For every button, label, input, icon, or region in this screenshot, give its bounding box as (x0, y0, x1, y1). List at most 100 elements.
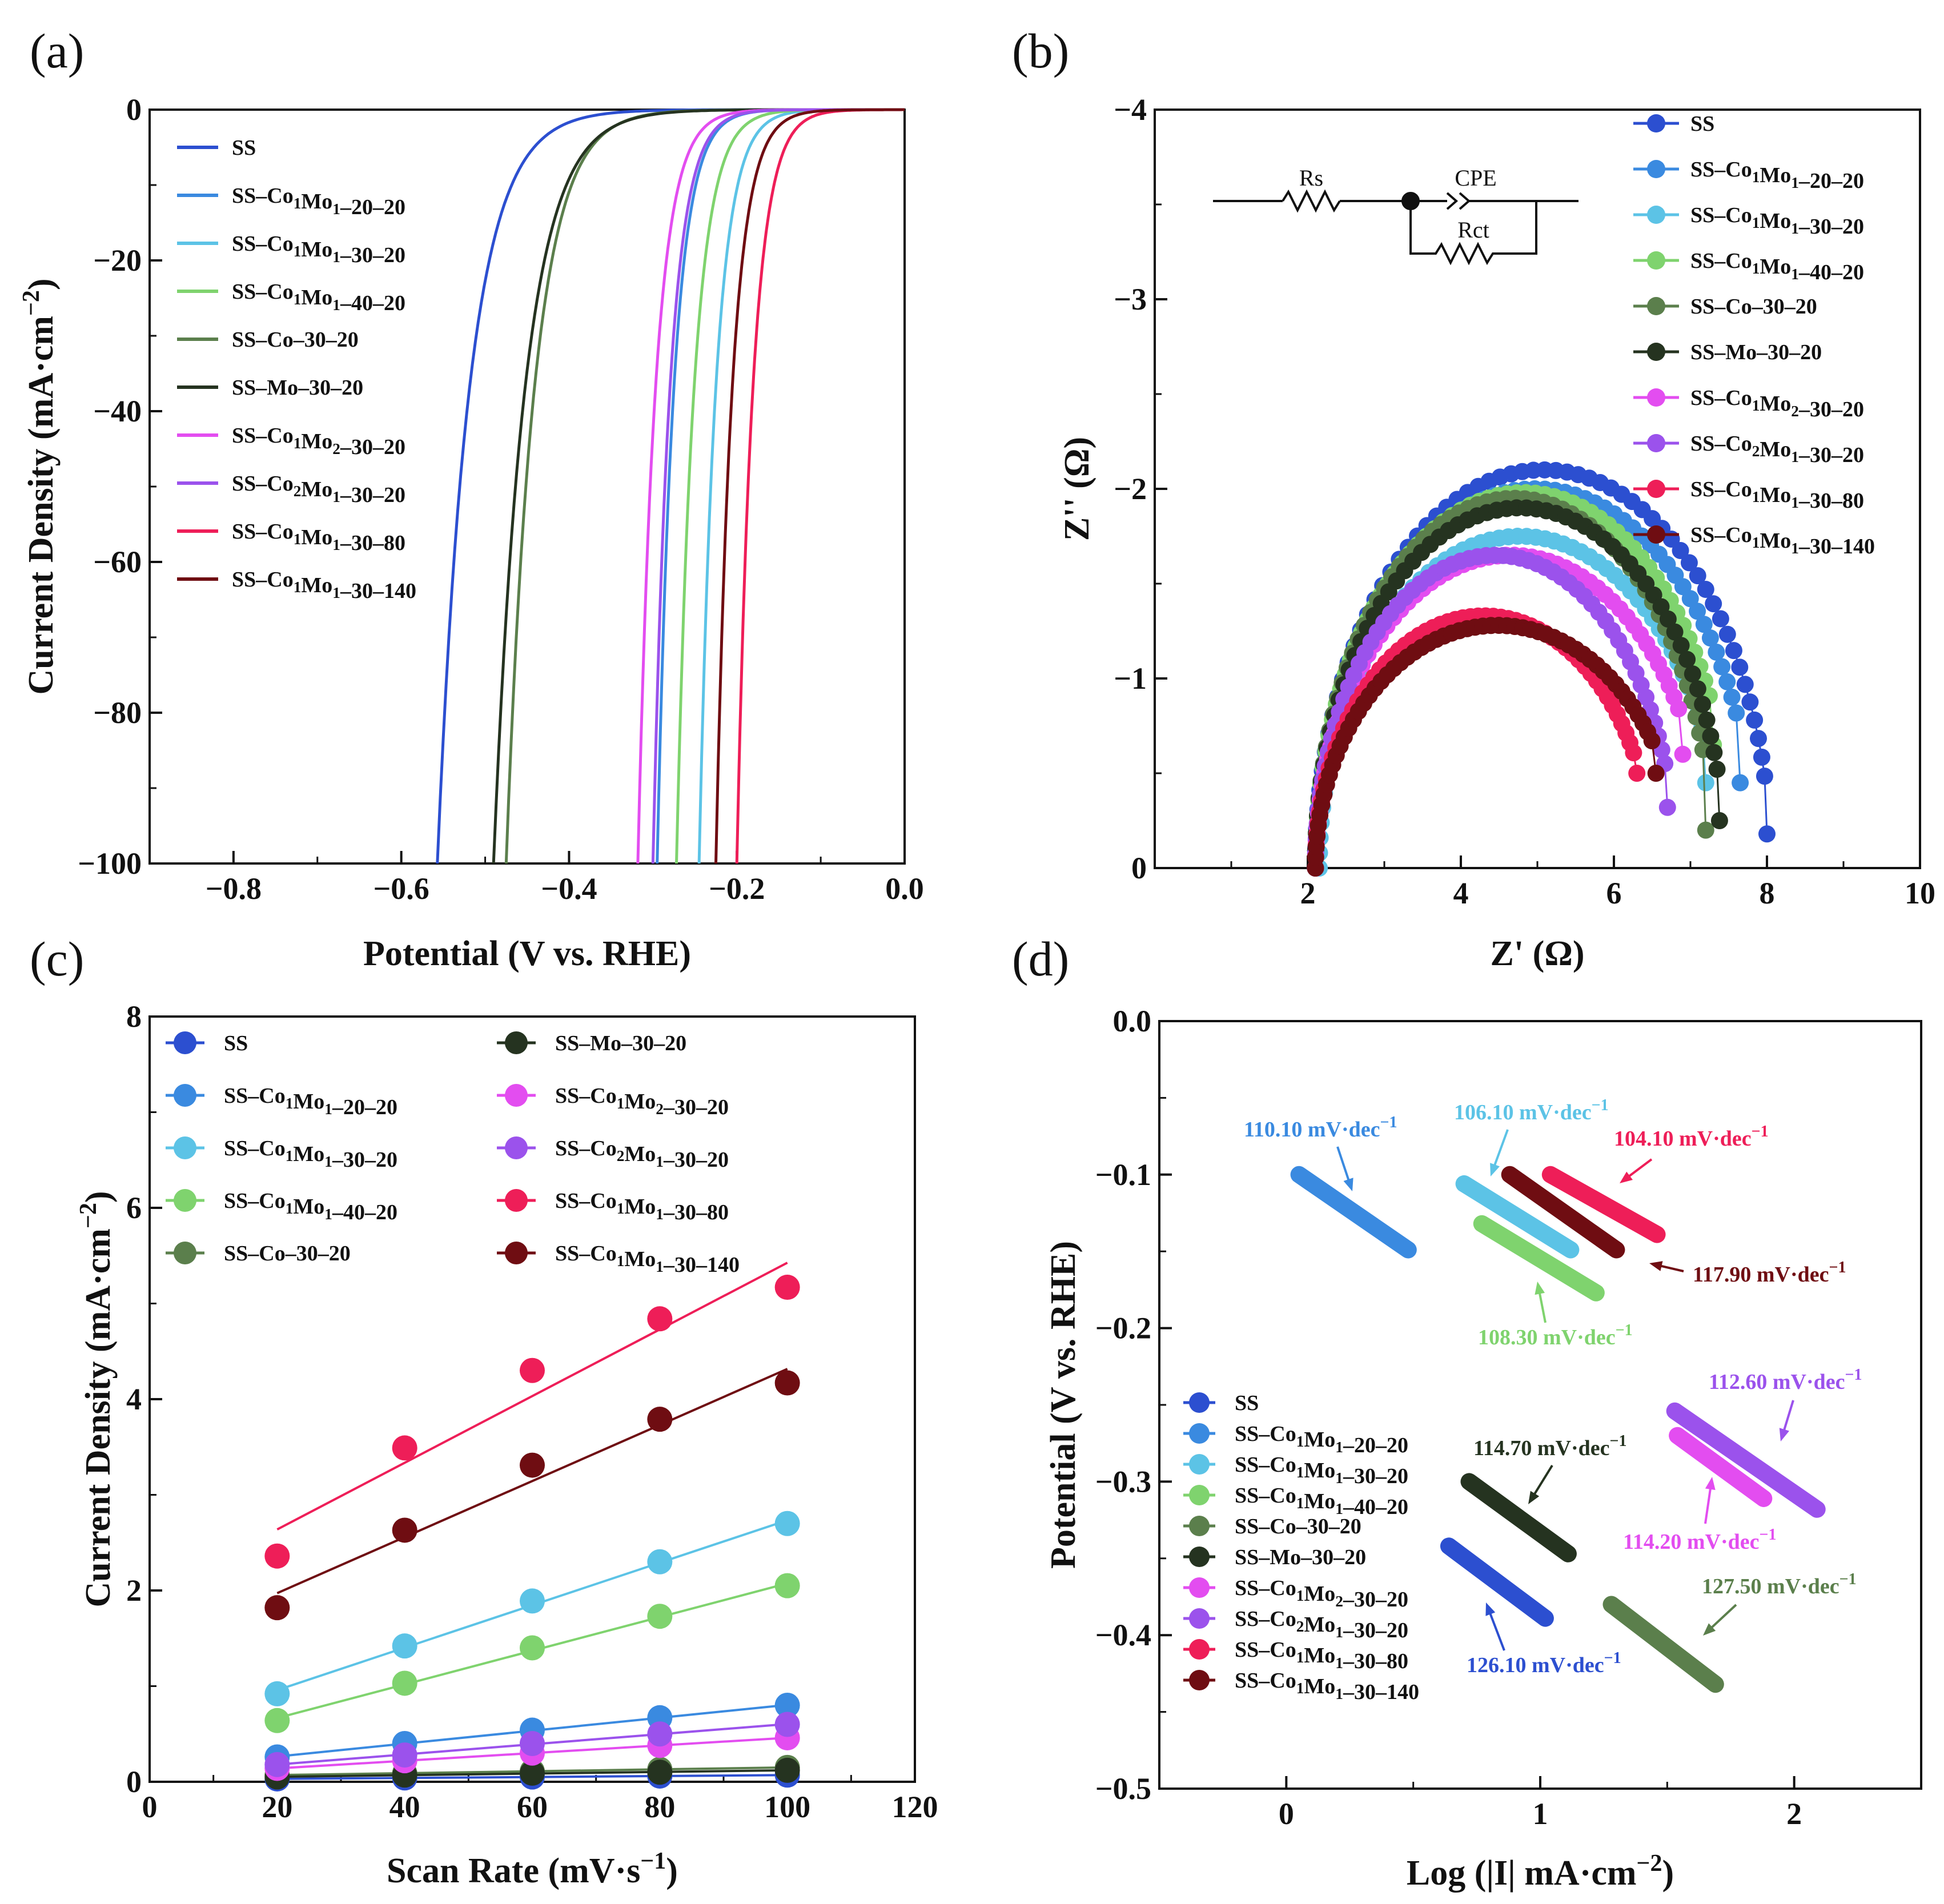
y-tick-label: −4 (1114, 93, 1147, 127)
x-tick-label: 100 (764, 1790, 810, 1824)
x-tick-label: 20 (262, 1790, 292, 1824)
cdl-point (647, 1604, 673, 1629)
y-tick-label: −60 (93, 545, 142, 579)
cdl-point (520, 1731, 545, 1756)
x-tick-label: 2 (1786, 1797, 1802, 1831)
y-tick-label: −20 (93, 243, 142, 278)
cdl-point (647, 1306, 673, 1332)
tafel-segment (1440, 1537, 1554, 1627)
x-axis-label: Potential (V vs. RHE) (363, 934, 691, 973)
legend-label-ss: SS (232, 136, 256, 160)
nyquist-point (1681, 590, 1699, 608)
cdl-point (520, 1588, 545, 1614)
annotation-arrow-head (1703, 1623, 1716, 1636)
legend-marker-ss-co1mo1-30-80 (1647, 480, 1665, 498)
plot-frame (148, 1015, 916, 1783)
tafel-series-ss-co1mo1-40-20 (1473, 1215, 1605, 1302)
y-axis-label: Current Density (mA·cm−2) (18, 278, 61, 694)
y-tick-label: 6 (126, 1191, 142, 1225)
x-tick-label: −0.6 (373, 871, 429, 906)
tafel-series-ss-co1mo1-30-20 (1455, 1175, 1580, 1259)
legend-marker-ss-co1mo1-40-20 (1647, 251, 1665, 270)
legend-label-ss-co1mo1-30-20: SS–Co1Mo1–30–20 (232, 232, 405, 267)
lsv-curve-ss-co2mo1-30-20 (651, 108, 905, 864)
x-tick-label: 60 (517, 1790, 548, 1824)
legend-label-ss-co1mo1-20-20: SS–Co1Mo1–20–20 (1690, 158, 1864, 193)
annotation-arrow-line (1336, 1146, 1351, 1184)
panel-a: (a) −0.8 −0.6 −0.4 −0.2 0.0 0 −20 −40 −60 −80 −100 P… (18, 23, 924, 973)
tafel-segment (1455, 1175, 1580, 1259)
nyquist-point (1674, 745, 1692, 763)
cdl-point (392, 1742, 417, 1768)
cdl-fit-line (276, 1262, 788, 1531)
annotation-arrow-line (1488, 1609, 1505, 1651)
y-tick-label: −0.3 (1095, 1464, 1151, 1499)
nyquist-point (1672, 637, 1690, 654)
tafel-segment (1666, 1402, 1826, 1518)
annotation-arrow-line (1782, 1400, 1794, 1435)
legend-label-ss-co1mo1-20-20: SS–Co1Mo1–20–20 (224, 1084, 397, 1119)
x-axis-label: Z' (Ω) (1490, 934, 1584, 973)
x-tick-label: −0.8 (206, 871, 262, 906)
nyquist-point (1694, 696, 1712, 713)
legend-label-ss-co2mo1-30-20: SS–Co2Mo1–30–20 (232, 472, 405, 507)
nyquist-point (1658, 798, 1676, 816)
nyquist-point (1647, 765, 1665, 782)
cdl-point (264, 1708, 290, 1733)
lsv-curve-ss-mo-30-20 (492, 108, 905, 864)
y-tick-label: −0.5 (1095, 1772, 1151, 1806)
tafel-series-ss-co1mo2-30-20 (1669, 1427, 1773, 1507)
legend-label-ss-co2mo1-30-20: SS–Co2Mo1–30–20 (1235, 1607, 1408, 1642)
tafel-slope-label-ss-mo-30-20: 114.70 mV·dec−1 (1473, 1432, 1627, 1460)
legend-marker-ss-mo-30-20 (505, 1031, 528, 1054)
nyquist-point (1680, 554, 1698, 572)
cdl-point (392, 1517, 417, 1543)
annotation-arrow-head (1620, 1171, 1633, 1183)
cdl-fit-line (276, 1368, 788, 1594)
legend-marker-ss-co1mo1-30-140 (1647, 525, 1665, 544)
x-tick-label: 0.0 (885, 871, 924, 906)
legend-label-ss: SS (1235, 1391, 1259, 1415)
nyquist-point (1731, 658, 1749, 676)
lsv-curve-ss-co1mo1-30-20 (697, 108, 905, 864)
legend-marker-ss-co1mo2-30-20 (1647, 388, 1665, 407)
tafel-segment (1541, 1166, 1666, 1243)
annotation-arrow-line (1704, 1484, 1712, 1524)
y-tick-label: −3 (1114, 282, 1147, 316)
cdl-point (392, 1670, 417, 1696)
nyquist-point (1625, 744, 1642, 762)
annotation-arrow-head (1535, 1282, 1545, 1295)
cdl-point (520, 1635, 545, 1661)
x-axis-label: Scan Rate (mV·s−1) (387, 1848, 678, 1890)
nyquist-point (1678, 650, 1696, 668)
x-tick-label: −0.2 (709, 871, 765, 906)
legend-label-ss-co1mo1-20-20: SS–Co1Mo1–20–20 (232, 184, 405, 219)
x-tick-label: 8 (1760, 876, 1775, 910)
legend-marker-ss-co1mo1-20-20 (1647, 160, 1665, 178)
panel-label: (c) (30, 931, 84, 986)
legend-marker-ss-co1mo1-30-80 (505, 1189, 528, 1212)
y-tick-label: −2 (1114, 472, 1147, 506)
tafel-segment (1602, 1596, 1724, 1693)
legend-marker-ss-co2mo1-30-20 (1647, 434, 1665, 452)
legend-label-ss-co1mo1-30-140: SS–Co1Mo1–30–140 (1235, 1669, 1419, 1704)
y-tick-label: 0 (126, 1765, 142, 1799)
nyquist-point (1741, 693, 1759, 711)
annotation-arrow-head (1649, 1261, 1663, 1271)
tafel-slope-label-ss-co1mo1-30-80: 104.10 mV·dec−1 (1614, 1123, 1769, 1151)
legend-marker-ss-co2mo1-30-20 (505, 1136, 528, 1159)
legend-marker-ss (174, 1031, 196, 1054)
cdl-point (264, 1752, 290, 1777)
legend-label-ss-co1mo2-30-20: SS–Co1Mo2–30–20 (555, 1084, 729, 1119)
nyquist-point (1728, 704, 1745, 722)
nyquist-point (1698, 711, 1716, 729)
tafel-series-ss-co1mo1-30-80 (1541, 1166, 1666, 1243)
nyquist-point (1666, 623, 1684, 641)
legend-label-ss-co1mo1-30-80: SS–Co1Mo1–30–80 (1235, 1638, 1408, 1673)
tafel-slope-label-ss-co1mo1-30-140: 117.90 mV·dec−1 (1693, 1259, 1846, 1287)
nyquist-point (1697, 821, 1714, 839)
legend-label-ss-co1mo1-20-20: SS–Co1Mo1–20–20 (1235, 1422, 1408, 1457)
nyquist-point (1753, 748, 1770, 766)
y-tick-label: −1 (1114, 661, 1147, 696)
